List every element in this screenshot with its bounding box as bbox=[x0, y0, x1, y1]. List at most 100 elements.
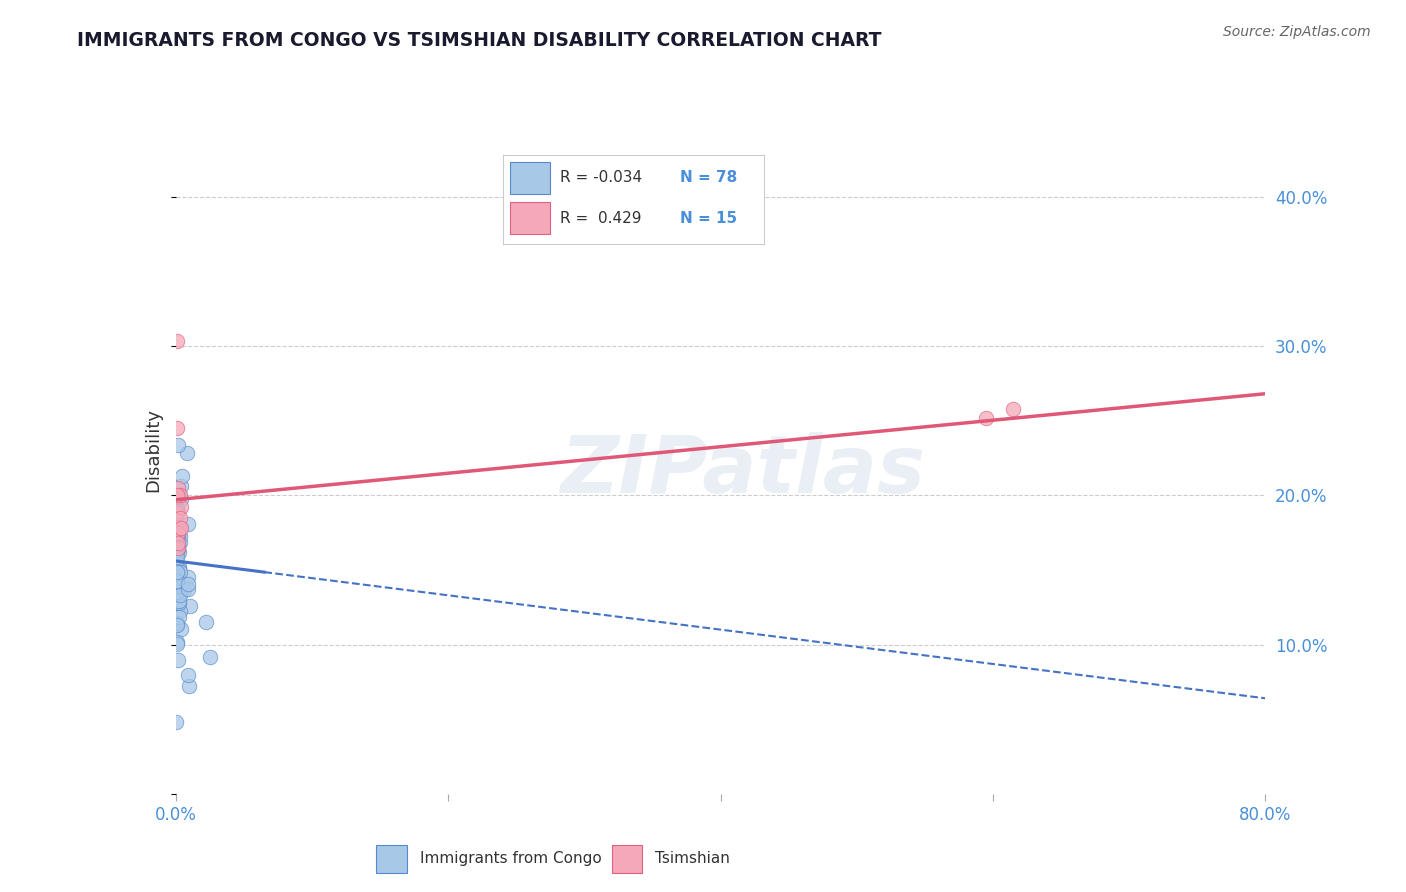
Text: ZIPatlas: ZIPatlas bbox=[560, 432, 925, 510]
Point bbox=[167, 481, 190, 495]
Point bbox=[165, 577, 187, 591]
Point bbox=[167, 542, 190, 557]
Point bbox=[166, 520, 188, 534]
Point bbox=[169, 579, 191, 593]
Point bbox=[165, 572, 187, 586]
Point bbox=[167, 524, 190, 539]
Point bbox=[166, 574, 188, 589]
Point bbox=[170, 622, 193, 636]
Point bbox=[166, 596, 188, 610]
Point bbox=[170, 521, 193, 535]
Point bbox=[166, 529, 188, 543]
Point bbox=[167, 609, 190, 624]
Point bbox=[1002, 401, 1025, 416]
Point bbox=[166, 334, 188, 349]
Text: Immigrants from Congo: Immigrants from Congo bbox=[420, 851, 602, 866]
Point bbox=[166, 585, 188, 599]
Point bbox=[166, 535, 188, 549]
Point bbox=[166, 637, 188, 651]
Point bbox=[974, 410, 997, 425]
Point bbox=[170, 468, 193, 483]
Point bbox=[165, 715, 187, 730]
Point bbox=[167, 577, 190, 591]
Point bbox=[169, 604, 191, 618]
Point bbox=[166, 618, 188, 632]
Text: N = 15: N = 15 bbox=[681, 211, 738, 226]
Point bbox=[179, 599, 201, 614]
Point bbox=[165, 558, 187, 573]
Text: N = 78: N = 78 bbox=[681, 170, 738, 186]
Point bbox=[167, 587, 190, 601]
Point bbox=[176, 446, 198, 460]
Point bbox=[167, 489, 190, 503]
Point bbox=[166, 565, 188, 579]
FancyBboxPatch shape bbox=[510, 202, 550, 234]
Point bbox=[167, 562, 190, 576]
Point bbox=[166, 543, 188, 558]
Point bbox=[165, 536, 187, 550]
Point bbox=[166, 488, 188, 502]
Point bbox=[166, 524, 188, 538]
Point bbox=[166, 528, 188, 542]
Point bbox=[177, 516, 200, 531]
Point bbox=[166, 566, 188, 581]
Point bbox=[166, 506, 188, 520]
FancyBboxPatch shape bbox=[612, 845, 643, 873]
FancyBboxPatch shape bbox=[510, 162, 550, 194]
Point bbox=[167, 560, 190, 574]
Point bbox=[166, 578, 188, 592]
Point bbox=[169, 510, 191, 524]
Point bbox=[166, 635, 188, 649]
Point bbox=[177, 582, 200, 596]
Point bbox=[167, 525, 190, 540]
Point bbox=[166, 541, 188, 555]
Point bbox=[165, 618, 187, 632]
Point bbox=[166, 539, 188, 553]
Point bbox=[166, 528, 188, 542]
Point bbox=[179, 679, 201, 693]
Point bbox=[176, 667, 198, 681]
Text: R = -0.034: R = -0.034 bbox=[560, 170, 643, 186]
Point bbox=[166, 594, 188, 608]
Point bbox=[169, 534, 191, 549]
Point bbox=[166, 500, 188, 515]
Text: Source: ZipAtlas.com: Source: ZipAtlas.com bbox=[1223, 25, 1371, 39]
Text: Tsimshian: Tsimshian bbox=[655, 851, 730, 866]
Point bbox=[166, 530, 188, 544]
Text: IMMIGRANTS FROM CONGO VS TSIMSHIAN DISABILITY CORRELATION CHART: IMMIGRANTS FROM CONGO VS TSIMSHIAN DISAB… bbox=[77, 31, 882, 50]
Point bbox=[166, 615, 188, 630]
Point bbox=[169, 565, 191, 579]
Point bbox=[166, 538, 188, 552]
Point bbox=[166, 569, 188, 583]
Point bbox=[165, 550, 187, 565]
Point bbox=[198, 649, 221, 664]
Point bbox=[167, 504, 190, 518]
Point bbox=[166, 549, 188, 564]
Point bbox=[167, 536, 190, 550]
Point bbox=[167, 593, 190, 607]
Point bbox=[167, 438, 190, 452]
Point bbox=[166, 565, 188, 579]
Point bbox=[167, 522, 190, 536]
Point bbox=[166, 539, 188, 553]
Point bbox=[166, 574, 188, 589]
Point bbox=[176, 570, 198, 584]
FancyBboxPatch shape bbox=[377, 845, 406, 873]
Point bbox=[167, 545, 190, 559]
Point bbox=[167, 541, 190, 555]
Point bbox=[166, 526, 188, 541]
Point bbox=[169, 521, 191, 535]
Point bbox=[169, 492, 191, 507]
Point bbox=[169, 488, 191, 502]
Text: R =  0.429: R = 0.429 bbox=[560, 211, 641, 226]
Point bbox=[165, 544, 187, 558]
Point bbox=[170, 500, 193, 515]
Point bbox=[177, 577, 200, 591]
Point bbox=[165, 555, 187, 569]
Point bbox=[170, 479, 193, 493]
Point bbox=[165, 551, 187, 566]
Point bbox=[169, 529, 191, 543]
Point bbox=[169, 596, 191, 610]
Point bbox=[194, 615, 217, 630]
Y-axis label: Disability: Disability bbox=[145, 409, 163, 492]
